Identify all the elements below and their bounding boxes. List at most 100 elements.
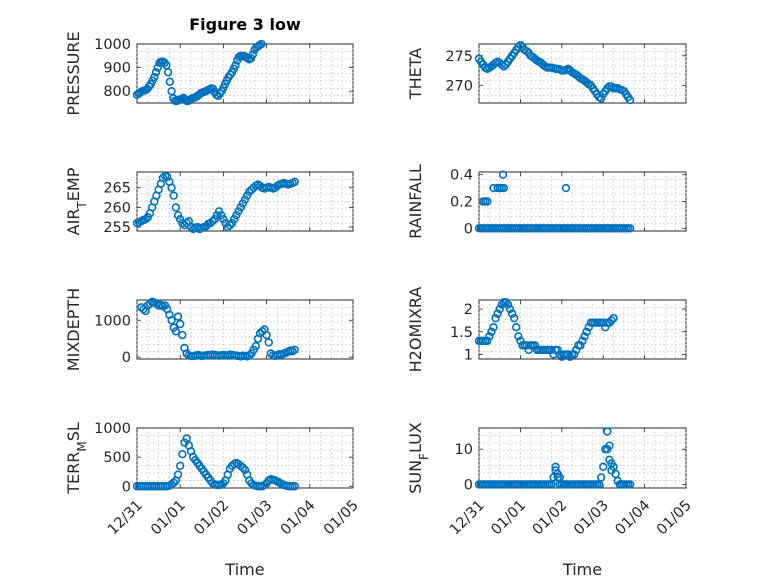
- data-point: [260, 480, 269, 490]
- data-point: [240, 465, 250, 475]
- data-point: [547, 480, 556, 489]
- data-point: [178, 330, 187, 340]
- data-point: [141, 215, 150, 224]
- data-point: [596, 473, 606, 482]
- data-point: [167, 316, 176, 325]
- y-tick-label: 800: [103, 84, 131, 100]
- y-tick-label: 260: [103, 200, 131, 216]
- y-axis-label: RAINFALL: [406, 164, 425, 239]
- x-tick-label: 01/02: [191, 498, 232, 539]
- data-point: [625, 95, 635, 105]
- data-point: [607, 466, 616, 475]
- x-tick-label: 01/01: [488, 498, 529, 539]
- y-tick-label: 10: [455, 442, 473, 458]
- y-axis-label: H2OMIXRA: [406, 287, 425, 373]
- data-point: [499, 62, 509, 71]
- y-tick-label: 265: [103, 181, 131, 197]
- data-point: [522, 46, 531, 56]
- data-point: [173, 312, 183, 321]
- data-point: [580, 332, 589, 341]
- data-point: [173, 470, 183, 479]
- data-point: [290, 177, 299, 187]
- x-tick-label: 01/05: [321, 498, 362, 539]
- data-point: [576, 341, 585, 350]
- data-point: [487, 327, 496, 336]
- data-point: [605, 441, 614, 450]
- y-tick-label: 500: [103, 450, 131, 466]
- data-point: [251, 341, 261, 351]
- subplot-terr-msl: 12/31 01/01 01/02 01/03 01/04 01/05 0 500 1000 TE…: [64, 421, 362, 579]
- data-point: [245, 351, 254, 360]
- data-point: [248, 50, 257, 59]
- data-point: [530, 341, 540, 350]
- data-point: [501, 298, 511, 307]
- data-point: [231, 61, 240, 70]
- y-axis-label: TERRMSL: [64, 422, 89, 495]
- y-tick-label: 255: [103, 220, 131, 236]
- data-point: [169, 191, 178, 200]
- x-tick-label: 12/31: [105, 498, 146, 539]
- data-point: [565, 352, 575, 361]
- x-tick-label: 01/04: [613, 498, 654, 539]
- data-point: [498, 170, 508, 179]
- x-tick-label: 01/03: [571, 498, 612, 539]
- data-point: [171, 327, 181, 336]
- data-point: [176, 319, 185, 329]
- y-axis-label: AIRTEMP: [64, 167, 89, 235]
- data-point: [163, 68, 173, 77]
- y-tick-label: 0: [122, 350, 131, 366]
- data-point: [493, 309, 502, 318]
- x-tick-label: 12/31: [447, 498, 488, 539]
- data-point: [505, 304, 515, 314]
- data-point: [238, 463, 248, 472]
- y-tick-label: 1000: [94, 37, 131, 53]
- data-point: [225, 220, 235, 230]
- data-point: [584, 323, 593, 332]
- data-point: [151, 68, 161, 77]
- x-tick-label: 01/04: [278, 498, 319, 539]
- data-point: [262, 330, 271, 340]
- data-point: [169, 478, 178, 487]
- data-point: [178, 450, 187, 459]
- data-point: [594, 480, 604, 489]
- data-point: [625, 224, 635, 233]
- data-point: [290, 482, 299, 491]
- data-point: [516, 336, 525, 346]
- y-tick-label: 2: [464, 302, 473, 318]
- subplot-sun-flux: 12/31 01/01 01/02 01/03 01/04 01/05 0 10 SUNFLUX…: [406, 422, 695, 579]
- data-point: [570, 350, 579, 359]
- y-tick-label: 900: [103, 61, 131, 77]
- data-point: [150, 72, 159, 82]
- y-tick-label: 0: [464, 477, 473, 493]
- subplot-theta: 270 275 THETA: [406, 40, 687, 105]
- data-point: [483, 197, 492, 206]
- x-tick-label: 01/03: [235, 498, 276, 539]
- x-tick-label: 01/02: [530, 498, 571, 539]
- data-point: [495, 304, 504, 314]
- data-point: [176, 461, 185, 471]
- x-tick-label: 01/05: [654, 498, 695, 539]
- data-point: [499, 183, 509, 193]
- data-point: [605, 318, 614, 327]
- y-tick-label: 1: [464, 347, 473, 363]
- data-point: [603, 427, 612, 436]
- data-point: [607, 316, 616, 325]
- data-point: [290, 345, 299, 354]
- y-tick-label: 0: [122, 479, 131, 495]
- x-axis-label: Time: [562, 560, 602, 579]
- data-point: [158, 173, 168, 183]
- data-point: [512, 323, 521, 332]
- y-tick-label: 1000: [94, 313, 131, 329]
- data-point: [485, 332, 494, 341]
- data-point: [516, 40, 525, 50]
- data-point: [264, 338, 273, 347]
- subplot-rainfall: 0 0.2 0.4 RAINFALL: [406, 164, 687, 239]
- y-axis-label: MIXDEPTH: [64, 288, 83, 371]
- data-point: [625, 480, 635, 489]
- data-point: [551, 462, 560, 472]
- y-tick-label: 1000: [94, 421, 131, 437]
- y-tick-label: 275: [445, 49, 473, 65]
- data-point: [247, 479, 256, 488]
- data-point: [596, 94, 606, 103]
